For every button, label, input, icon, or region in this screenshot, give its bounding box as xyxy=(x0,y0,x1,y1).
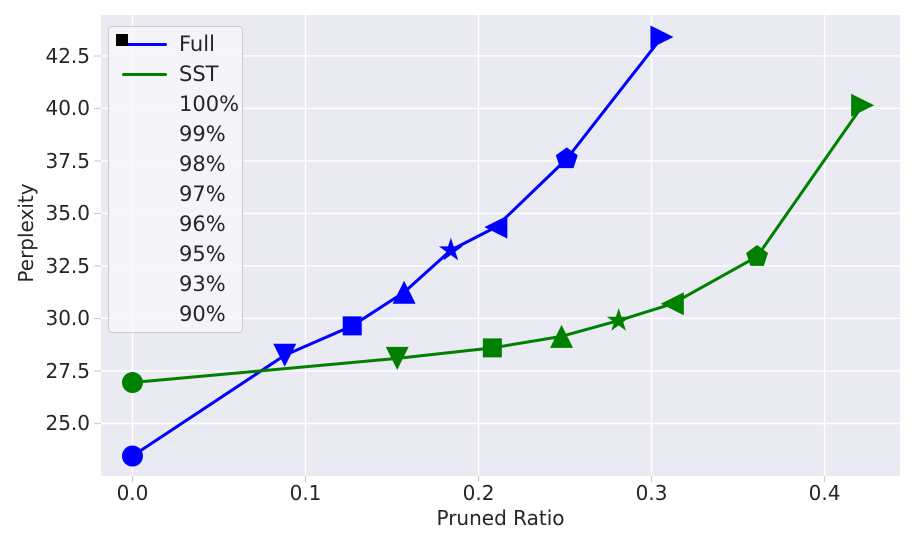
y-tick-label: 30.0 xyxy=(45,306,90,331)
x-tick-label: 0.4 xyxy=(808,481,841,505)
legend-row-96: 96% xyxy=(109,33,242,239)
y-axis-label: Perplexity xyxy=(14,183,38,283)
y-tick-label: 42.5 xyxy=(45,43,90,68)
legend-row-full: Full xyxy=(109,29,242,59)
y-tick-label: 27.5 xyxy=(45,358,90,383)
x-tick-label: 0.0 xyxy=(116,481,149,505)
legend-label-95: 95% xyxy=(179,242,226,266)
legend-row-98: 98% xyxy=(109,35,242,179)
legend-label-sst: SST xyxy=(179,62,219,86)
legend-label-97: 97% xyxy=(179,182,226,206)
legend-row-90: 90% xyxy=(109,34,242,329)
x-axis-label: Pruned Ratio xyxy=(436,506,565,530)
y-tick-label: 40.0 xyxy=(45,96,90,121)
x-tick-label: 0.2 xyxy=(462,481,495,505)
legend-row-100: 100% xyxy=(109,34,242,119)
sst-line-swatch xyxy=(109,72,171,76)
legend-label-98: 98% xyxy=(179,152,226,176)
legend-label-100: 100% xyxy=(179,92,240,116)
legend-row-99: 99% xyxy=(109,34,242,149)
legend-label-90: 90% xyxy=(179,302,226,326)
legend-label-full: Full xyxy=(179,32,215,56)
legend: Full SST 100% 99% 98% 97% 96% 95% xyxy=(108,26,243,333)
legend-row-sst: SST xyxy=(109,59,242,89)
legend-row-95: 95% xyxy=(109,34,242,269)
y-tick-label: 37.5 xyxy=(45,148,90,173)
legend-row-97: 97% xyxy=(109,34,242,209)
legend-label-93: 93% xyxy=(179,272,226,296)
full-line-swatch xyxy=(109,42,171,46)
y-tick-label: 25.0 xyxy=(45,411,90,436)
y-tick-label: 32.5 xyxy=(45,253,90,278)
legend-label-99: 99% xyxy=(179,122,226,146)
legend-row-93: 93% xyxy=(109,34,242,299)
x-tick-label: 0.1 xyxy=(289,481,322,505)
y-tick-label: 35.0 xyxy=(45,201,90,226)
legend-label-96: 96% xyxy=(179,212,226,236)
x-tick-label: 0.3 xyxy=(635,481,668,505)
